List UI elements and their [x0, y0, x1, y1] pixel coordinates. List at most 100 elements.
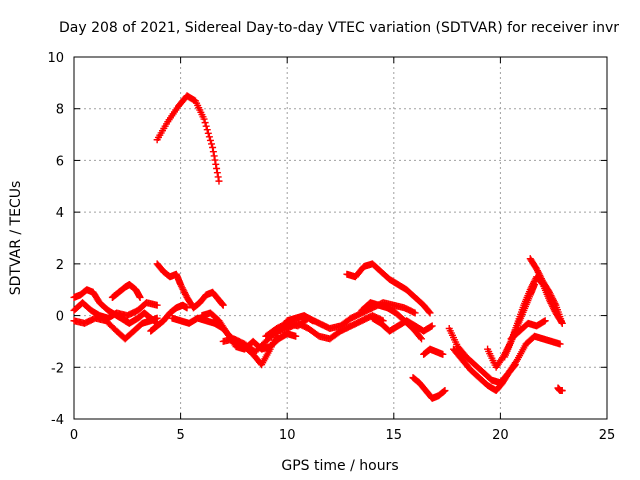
data-point-marker — [202, 122, 210, 130]
data-point-marker — [183, 304, 191, 312]
x-tick-label: 20 — [492, 428, 509, 443]
series-arc-21 — [526, 255, 566, 327]
data-point-marker — [556, 340, 564, 348]
data-point-marker — [200, 115, 208, 123]
data-point-marker — [541, 317, 549, 325]
data-point-marker — [549, 296, 557, 304]
data-point-marker — [203, 126, 211, 134]
data-point-marker — [181, 289, 189, 297]
data-point-marker — [558, 387, 566, 395]
y-axis-label: SDTVAR / TECUs — [8, 181, 24, 296]
data-point-marker — [511, 362, 519, 370]
data-point-marker — [551, 300, 559, 308]
y-tick-label: 4 — [56, 206, 64, 221]
data-point-marker — [211, 156, 219, 164]
data-point-marker — [537, 275, 545, 283]
data-point-marker — [209, 148, 217, 156]
data-point-marker — [528, 282, 536, 290]
data-point-marker — [213, 165, 221, 173]
data-point-marker — [153, 301, 161, 309]
series-arc-13 — [358, 299, 426, 343]
series-arc-16 — [409, 374, 449, 402]
x-axis-label: GPS time / hours — [281, 458, 398, 474]
series-arc-2 — [70, 314, 161, 343]
data-point-marker — [426, 309, 434, 317]
data-point-marker — [511, 361, 519, 369]
data-point-marker — [534, 268, 542, 276]
data-point-marker — [441, 387, 449, 395]
series-arc-4 — [108, 281, 144, 301]
data-point-marker — [136, 293, 144, 301]
data-point-marker — [527, 284, 535, 292]
data-series — [70, 92, 566, 402]
data-point-marker — [558, 319, 566, 327]
series-arc-14 — [368, 314, 436, 335]
data-point-marker — [550, 298, 558, 306]
data-point-marker — [545, 288, 553, 296]
data-point-marker — [177, 281, 185, 289]
x-tick-label: 25 — [599, 428, 616, 443]
data-point-marker — [177, 282, 185, 290]
data-point-marker — [428, 322, 436, 330]
data-point-marker — [535, 270, 543, 278]
data-point-marker — [537, 273, 545, 281]
series-arc-5 — [147, 301, 191, 335]
data-point-marker — [209, 144, 217, 151]
y-tick-label: 0 — [56, 310, 64, 325]
data-point-marker — [536, 271, 544, 279]
series-arc-20 — [501, 273, 566, 361]
data-point-marker — [181, 290, 189, 298]
data-point-marker — [533, 267, 541, 275]
data-point-marker — [533, 265, 541, 273]
data-point-marker — [208, 140, 216, 148]
data-point-marker — [178, 284, 186, 292]
data-point-marker — [153, 314, 161, 322]
data-point-marker — [206, 136, 214, 144]
data-point-marker — [201, 119, 209, 127]
y-tick-label: 8 — [56, 103, 64, 118]
data-point-marker — [548, 293, 556, 301]
series-arc-7 — [153, 260, 227, 312]
data-point-marker — [439, 350, 447, 358]
x-tick-label: 10 — [279, 428, 296, 443]
series-arc-15 — [420, 345, 447, 358]
data-point-marker — [512, 357, 520, 365]
data-point-marker — [546, 290, 554, 298]
data-point-marker — [547, 292, 555, 300]
chart-title: Day 208 of 2021, Sidereal Day-to-day VTE… — [59, 20, 619, 36]
y-tick-label: 6 — [56, 154, 64, 169]
data-point-marker — [205, 133, 213, 141]
data-point-marker — [204, 129, 212, 137]
data-point-marker — [530, 278, 538, 286]
data-point-marker — [529, 279, 537, 287]
grid-lines — [74, 57, 607, 419]
data-point-marker — [215, 177, 223, 185]
data-point-marker — [416, 334, 424, 342]
axis-ticks: 0 5 10 15 20 25 -4 -2 0 2 4 6 8 10 — [47, 51, 615, 443]
x-tick-label: 5 — [176, 428, 184, 443]
data-point-marker — [292, 332, 300, 340]
data-point-marker — [411, 309, 419, 317]
x-tick-label: 0 — [70, 428, 78, 443]
plot-area-frame — [73, 56, 608, 420]
y-tick-label: -4 — [51, 413, 64, 428]
data-point-marker — [549, 295, 557, 303]
data-point-marker — [210, 152, 218, 160]
y-tick-label: 10 — [47, 51, 64, 66]
data-point-marker — [418, 335, 426, 343]
series-arc-18 — [449, 345, 519, 395]
series-arc-3 — [70, 299, 161, 322]
x-tick-label: 15 — [386, 428, 403, 443]
series-arc-22 — [507, 317, 549, 343]
data-point-marker — [212, 160, 220, 168]
data-point-marker — [526, 286, 534, 294]
data-point-marker — [179, 285, 187, 293]
data-point-marker — [180, 287, 188, 295]
data-point-marker — [214, 173, 222, 181]
series-arc-6 — [153, 92, 223, 185]
y-tick-label: 2 — [56, 258, 64, 273]
data-point-marker — [529, 281, 537, 289]
y-tick-label: -2 — [51, 361, 64, 376]
